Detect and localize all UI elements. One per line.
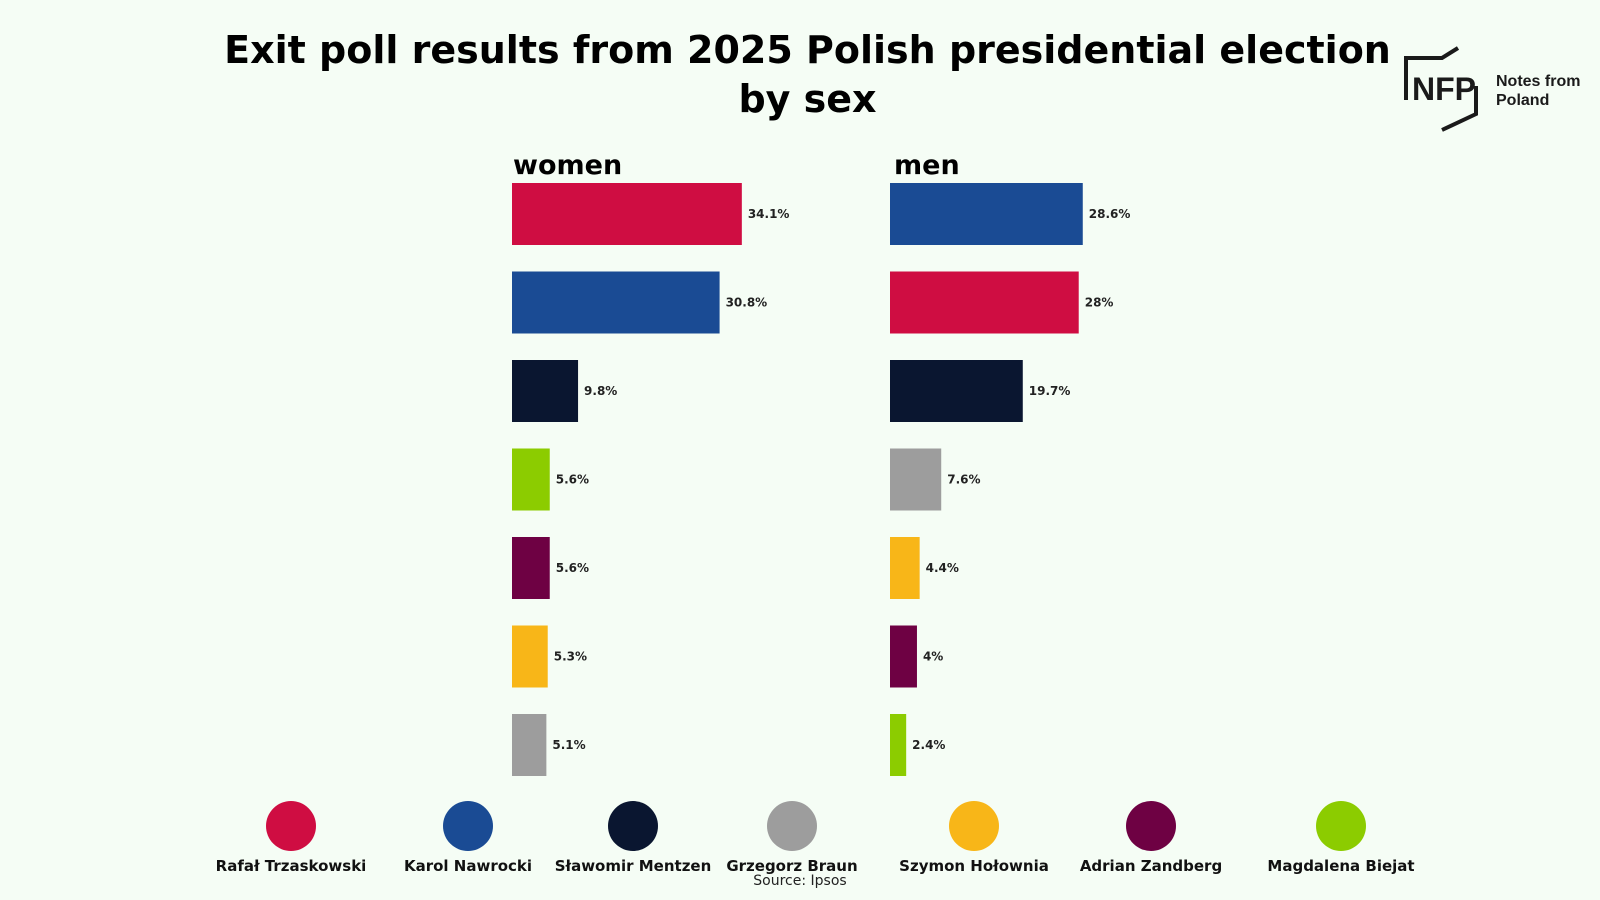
- logo-text: Notes from Poland: [1496, 73, 1581, 109]
- data-label-men-1: 28.6%: [1089, 207, 1131, 221]
- legend-label-3: Sławomir Mentzen: [555, 857, 712, 875]
- bar-women-7: [512, 714, 547, 776]
- bar-women-5: [512, 537, 550, 599]
- legend-label-6: Adrian Zandberg: [1080, 857, 1222, 875]
- data-label-men-7: 2.4%: [912, 738, 945, 752]
- legend-label-2: Karol Nawrocki: [404, 857, 532, 875]
- bar-men-4: [890, 448, 942, 511]
- data-label-men-4: 7.6%: [947, 473, 980, 487]
- panel-title-women: women: [513, 150, 622, 181]
- bar-men-2: [890, 271, 1079, 334]
- bar-women-2: [512, 271, 720, 334]
- legend-swatch-6: [1126, 801, 1176, 851]
- legend-swatch-7: [1316, 801, 1366, 851]
- data-label-women-6: 5.3%: [554, 650, 587, 664]
- data-label-women-4: 5.6%: [556, 473, 589, 487]
- bar-women-6: [512, 625, 548, 688]
- legend-label-7: Magdalena Biejat: [1267, 857, 1414, 875]
- data-label-women-7: 5.1%: [552, 738, 585, 752]
- legend-label-5: Szymon Hołownia: [899, 857, 1049, 875]
- data-label-men-2: 28%: [1085, 296, 1114, 310]
- data-label-women-2: 30.8%: [726, 296, 768, 310]
- legend-swatch-3: [608, 801, 658, 851]
- bar-men-6: [890, 625, 917, 688]
- legend-swatch-2: [443, 801, 493, 851]
- legend-swatch-4: [767, 801, 817, 851]
- bar-men-5: [890, 537, 920, 599]
- bar-men-1: [890, 183, 1083, 245]
- nfp-logo-icon: NFP: [1404, 46, 1478, 132]
- logo-mark: NFP: [1412, 71, 1476, 107]
- source-note: Source: Ipsos: [753, 873, 847, 889]
- bar-women-3: [512, 360, 579, 422]
- legend-swatch-1: [266, 801, 316, 851]
- legend-swatch-5: [949, 801, 999, 851]
- bar-men-7: [890, 714, 907, 776]
- panel-title-men: men: [894, 150, 960, 181]
- data-label-men-5: 4.4%: [926, 561, 959, 575]
- data-label-men-6: 4%: [923, 650, 943, 664]
- data-label-women-1: 34.1%: [748, 207, 790, 221]
- data-label-women-3: 9.8%: [584, 384, 617, 398]
- data-label-men-3: 19.7%: [1029, 384, 1071, 398]
- bar-women-4: [512, 448, 550, 511]
- data-label-women-5: 5.6%: [556, 561, 589, 575]
- bar-men-3: [890, 360, 1023, 422]
- legend-label-4: Grzegorz Braun: [726, 857, 857, 875]
- chart-title: Exit poll results from 2025 Polish presi…: [224, 28, 1391, 121]
- legend-label-1: Rafał Trzaskowski: [216, 857, 367, 875]
- bar-women-1: [512, 183, 742, 245]
